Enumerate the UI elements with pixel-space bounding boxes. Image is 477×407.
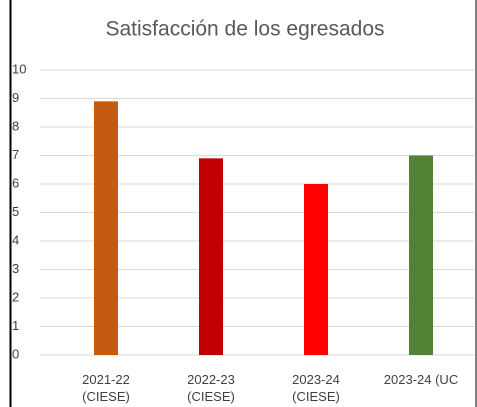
bar xyxy=(409,155,433,355)
chart-title: Satisfacción de los egresados xyxy=(106,18,385,41)
y-tick-label: 6 xyxy=(12,175,19,190)
y-tick-label: 2 xyxy=(12,289,19,304)
y-tick-label: 8 xyxy=(12,118,19,133)
y-tick-label: 0 xyxy=(12,346,19,361)
x-tick-label: 2022-23 (CIESE) xyxy=(187,372,235,404)
x-tick-label: 2023-24 (CIESE) xyxy=(292,372,340,404)
y-tick-label: 7 xyxy=(12,147,19,162)
y-tick-label: 1 xyxy=(12,318,19,333)
x-tick-label: 2021-22 (CIESE) xyxy=(82,372,130,404)
y-tick-label: 3 xyxy=(12,261,19,276)
y-tick-label: 9 xyxy=(12,90,19,105)
bar xyxy=(199,158,223,355)
y-tick-label: 5 xyxy=(12,204,19,219)
bar xyxy=(94,101,118,355)
y-tick-label: 4 xyxy=(12,232,19,247)
y-tick-label: 10 xyxy=(12,61,26,76)
x-tick-label: 2023-24 (UC xyxy=(383,372,459,387)
bar xyxy=(304,184,328,355)
